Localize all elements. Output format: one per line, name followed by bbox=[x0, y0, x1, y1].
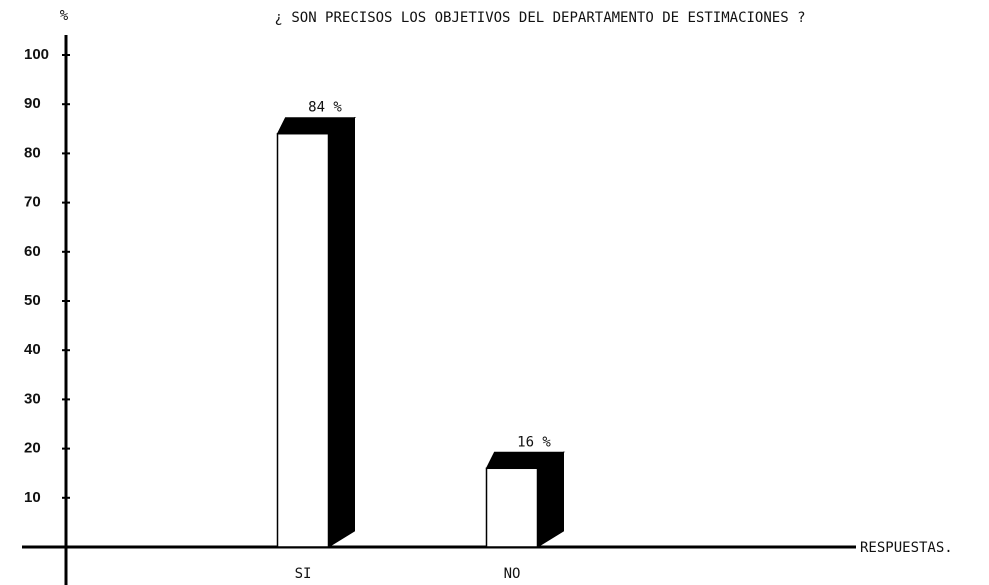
y-tick-label: 10 bbox=[24, 489, 41, 506]
y-tick-label: 30 bbox=[24, 390, 41, 407]
y-tick-label: 60 bbox=[24, 243, 41, 260]
y-tick-label: 40 bbox=[24, 341, 41, 358]
x-axis-label: RESPUESTAS. bbox=[860, 540, 953, 556]
bar bbox=[276, 132, 330, 548]
bar bbox=[485, 467, 539, 548]
chart-title: ¿ SON PRECISOS LOS OBJETIVOS DEL DEPARTA… bbox=[274, 10, 805, 26]
y-tick-label: 100 bbox=[24, 46, 49, 63]
y-tick-label: 80 bbox=[24, 144, 41, 161]
x-tick-label: NO bbox=[504, 566, 521, 582]
y-tick-label: 90 bbox=[24, 95, 41, 112]
y-tick-label: 20 bbox=[24, 440, 41, 457]
bar-side bbox=[537, 451, 564, 548]
y-axis-label: % bbox=[60, 8, 69, 24]
value-label: 84 % bbox=[308, 100, 342, 116]
value-label: 16 % bbox=[517, 434, 551, 450]
y-tick-label: 50 bbox=[24, 292, 41, 309]
y-tick-label: 70 bbox=[24, 194, 41, 211]
bar-side bbox=[328, 116, 355, 548]
x-tick-label: SI bbox=[295, 566, 312, 582]
